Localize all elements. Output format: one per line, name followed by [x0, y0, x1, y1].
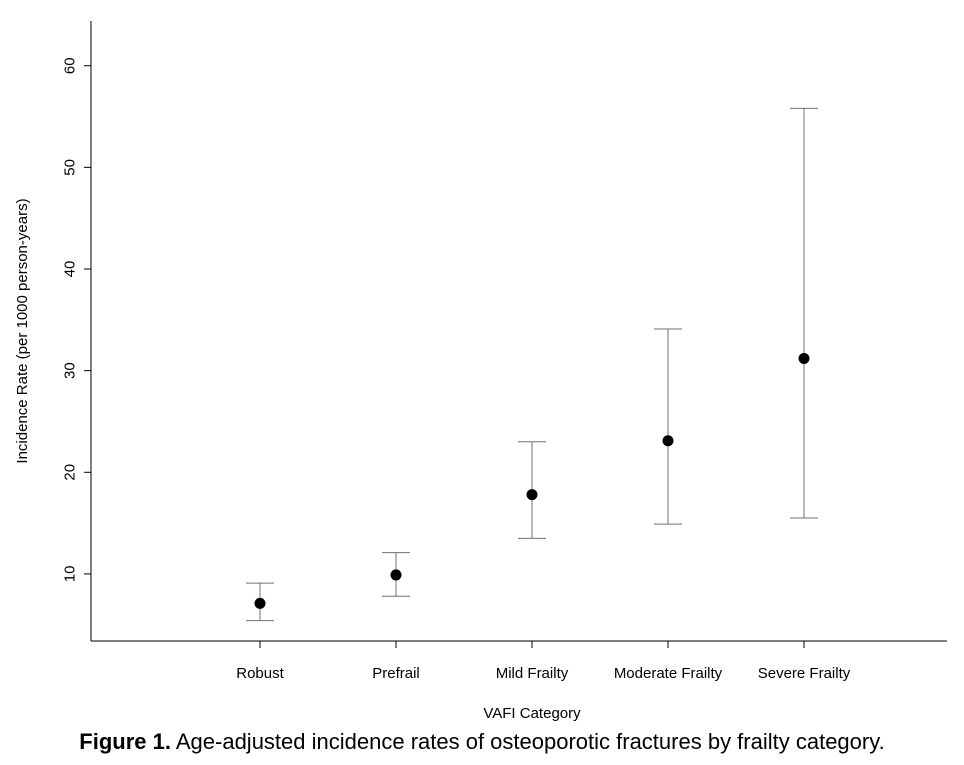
y-tick-label: 40 — [61, 261, 78, 278]
x-axis-label: VAFI Category — [483, 705, 581, 722]
data-point — [662, 435, 674, 447]
y-tick-label: 50 — [61, 159, 78, 176]
y-axis-label: Incidence Rate (per 1000 person-years) — [14, 198, 31, 463]
x-tick-label: Moderate Frailty — [614, 665, 723, 682]
x-tick-label: Mild Frailty — [496, 665, 569, 682]
data-point — [526, 489, 538, 501]
x-tick-label: Robust — [236, 665, 284, 682]
caption-text: Age-adjusted incidence rates of osteopor… — [170, 729, 885, 754]
x-axis-ticks: Robust Prefrail Mild Frailty Moderate Frail… — [236, 641, 851, 682]
data-points — [254, 352, 810, 609]
y-axis-ticks: 10 20 30 40 50 60 — [61, 57, 91, 582]
caption-label: Figure 1. — [79, 729, 171, 754]
y-tick-label: 30 — [61, 362, 78, 379]
data-point — [254, 597, 266, 609]
figure-caption: Figure 1. Age-adjusted incidence rates o… — [0, 729, 964, 755]
y-tick-label: 10 — [61, 566, 78, 583]
x-tick-label: Prefrail — [372, 665, 420, 682]
y-tick-label: 20 — [61, 464, 78, 481]
incidence-rate-chart: 10 20 30 40 50 60 Robust Prefrail Mild Frailty M… — [14, 21, 947, 722]
data-point — [390, 569, 402, 581]
y-tick-label: 60 — [61, 57, 78, 74]
data-point — [798, 352, 810, 364]
x-tick-label: Severe Frailty — [758, 665, 851, 682]
error-bars — [246, 107, 818, 622]
